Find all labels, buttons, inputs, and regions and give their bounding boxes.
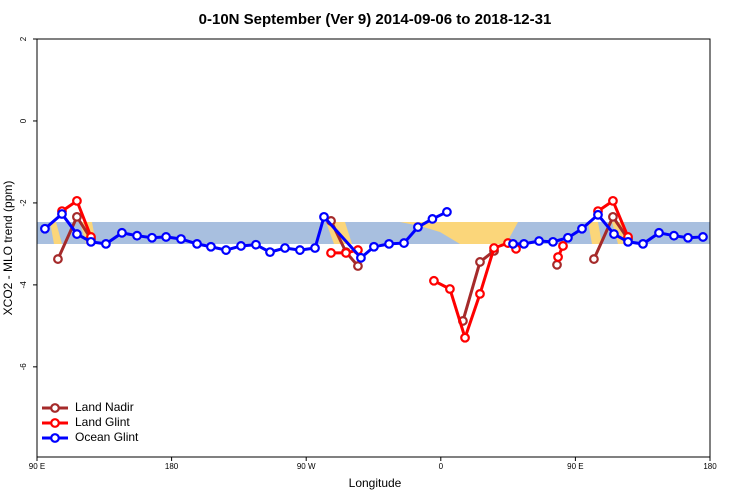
data-point bbox=[86, 236, 96, 247]
data-point bbox=[508, 239, 518, 249]
data-point bbox=[310, 243, 320, 253]
data-point bbox=[534, 236, 544, 246]
x-tick-label: 90 E bbox=[29, 462, 45, 471]
data-point bbox=[356, 252, 366, 263]
land-band bbox=[588, 222, 602, 244]
data-point bbox=[53, 254, 63, 264]
data-point bbox=[558, 241, 568, 251]
x-tick-label: 90 W bbox=[297, 462, 316, 471]
data-point bbox=[589, 254, 599, 264]
data-point bbox=[57, 209, 67, 219]
data-point bbox=[427, 214, 438, 224]
plot-frame bbox=[36, 38, 711, 458]
data-point bbox=[445, 284, 455, 294]
data-point bbox=[295, 245, 305, 255]
data-point bbox=[548, 236, 558, 247]
data-point bbox=[475, 288, 485, 299]
x-tick-label: 0 bbox=[439, 462, 444, 471]
data-point bbox=[683, 232, 693, 243]
data-point bbox=[251, 239, 261, 250]
data-point bbox=[519, 239, 529, 249]
y-tick-label: -6 bbox=[19, 363, 28, 371]
data-point bbox=[553, 252, 563, 262]
legend-marker bbox=[50, 418, 60, 428]
data-point bbox=[72, 229, 82, 239]
data-point bbox=[236, 241, 246, 251]
data-point bbox=[369, 241, 379, 252]
data-point bbox=[593, 209, 603, 220]
data-point bbox=[669, 230, 679, 241]
data-point bbox=[326, 248, 336, 258]
data-point bbox=[206, 241, 216, 252]
data-point bbox=[341, 248, 351, 258]
data-point bbox=[176, 234, 186, 244]
series-line bbox=[61, 198, 630, 343]
x-tick-label: 90 E bbox=[567, 462, 583, 471]
data-point bbox=[609, 229, 619, 239]
data-point bbox=[399, 238, 409, 248]
x-tick-label: 180 bbox=[703, 462, 717, 471]
data-point bbox=[654, 227, 664, 238]
data-point bbox=[577, 223, 587, 234]
legend-label: Ocean Glint bbox=[75, 430, 139, 444]
data-point bbox=[608, 195, 618, 206]
legend-marker bbox=[50, 433, 60, 443]
data-point bbox=[40, 223, 50, 234]
y-tick-label: 2 bbox=[19, 36, 28, 41]
data-point bbox=[101, 239, 111, 249]
x-tick-label: 180 bbox=[165, 462, 179, 471]
land-band bbox=[50, 222, 62, 244]
data-point bbox=[552, 259, 562, 270]
y-tick-label: -4 bbox=[19, 281, 28, 289]
data-point bbox=[460, 332, 470, 343]
land-band bbox=[400, 222, 518, 244]
data-point bbox=[563, 232, 573, 243]
data-point bbox=[489, 243, 499, 253]
data-point bbox=[698, 232, 708, 242]
data-point bbox=[384, 239, 394, 249]
x-axis-label: Longitude bbox=[349, 476, 402, 490]
y-axis-label: XCO2 - MLO trend (ppm) bbox=[1, 181, 15, 316]
data-point bbox=[442, 207, 452, 217]
data-point bbox=[623, 236, 633, 247]
y-tick-label: 0 bbox=[19, 118, 28, 123]
data-point bbox=[280, 243, 290, 253]
data-point bbox=[353, 261, 363, 271]
data-point bbox=[429, 275, 439, 286]
legend-marker bbox=[50, 403, 60, 413]
data-point bbox=[638, 239, 648, 249]
data-point bbox=[475, 257, 485, 267]
legend-label: Land Glint bbox=[75, 415, 130, 429]
data-point bbox=[72, 195, 82, 206]
data-point bbox=[117, 227, 127, 238]
data-point bbox=[72, 211, 82, 222]
data-point bbox=[147, 232, 157, 243]
chart-title: 0-10N September (Ver 9) 2014-09-06 to 20… bbox=[199, 11, 552, 28]
y-tick-label: -2 bbox=[19, 199, 28, 207]
data-point bbox=[608, 211, 618, 222]
data-point bbox=[221, 245, 231, 255]
data-point bbox=[265, 247, 275, 257]
data-point bbox=[319, 211, 329, 222]
legend-label: Land Nadir bbox=[75, 400, 134, 414]
data-point bbox=[161, 232, 171, 242]
data-point bbox=[132, 230, 142, 241]
data-point bbox=[413, 222, 423, 233]
data-point bbox=[192, 239, 202, 249]
